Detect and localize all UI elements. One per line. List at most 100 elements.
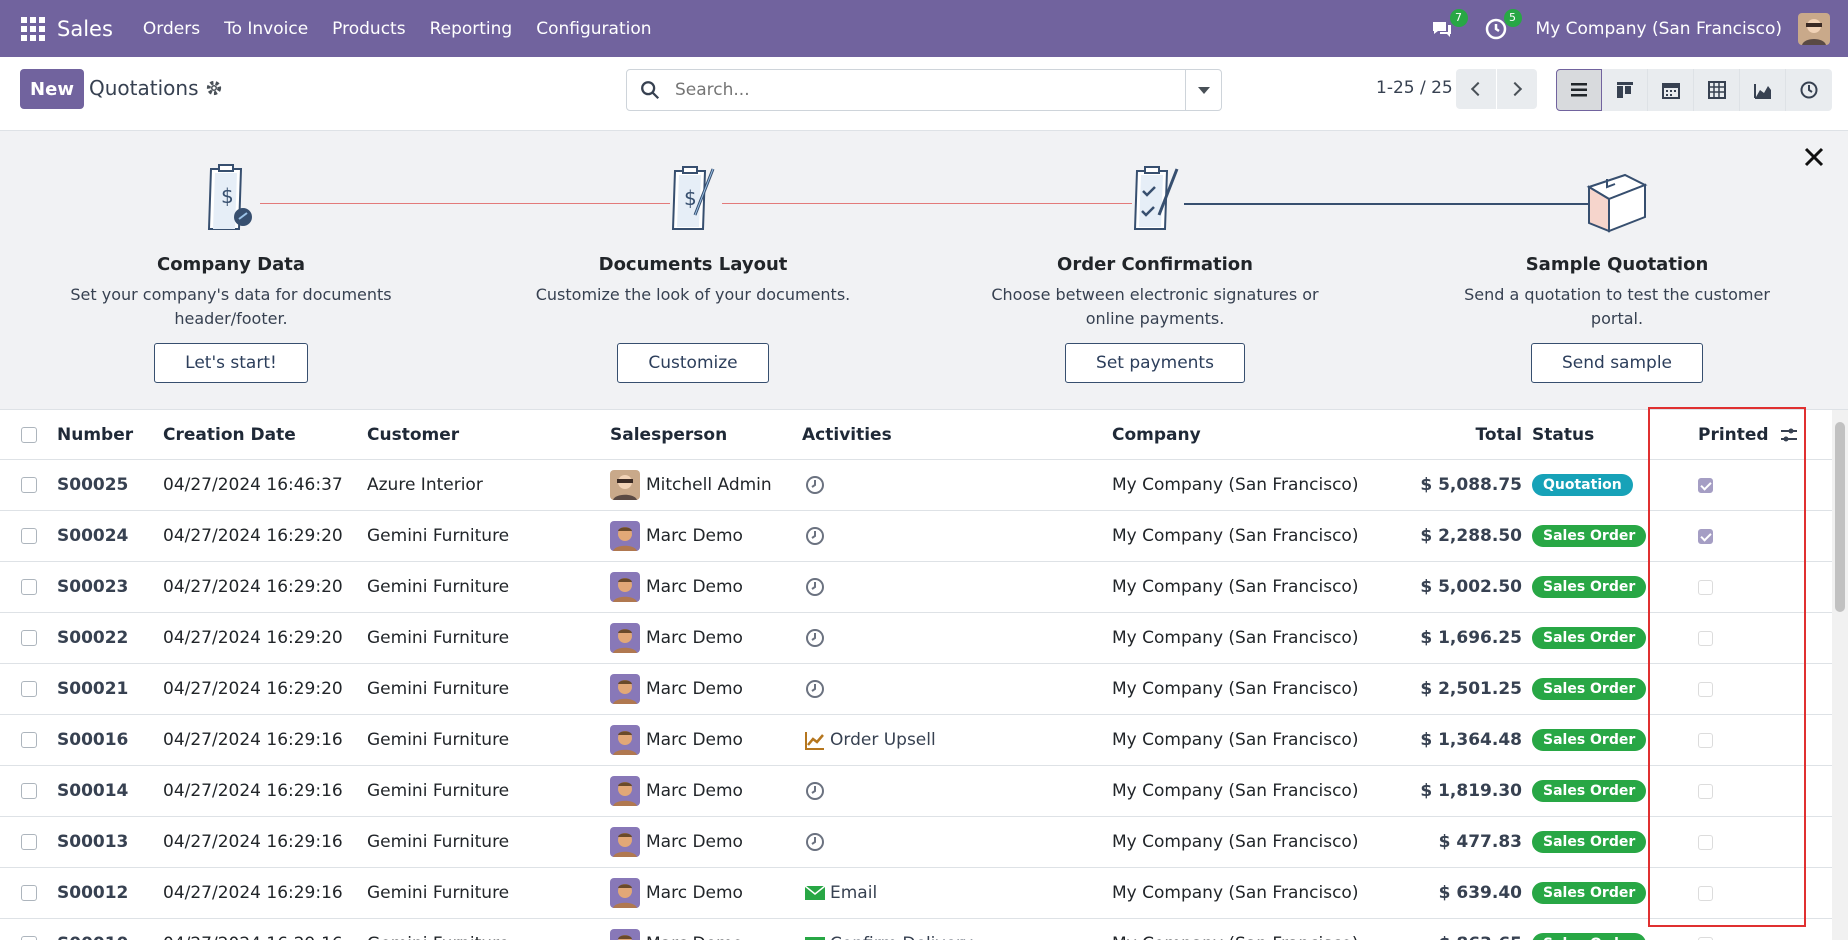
scrollbar-thumb[interactable] [1835,422,1845,612]
graph-view-button[interactable] [1740,69,1786,111]
table-row[interactable]: S00024 04/27/2024 16:29:20 Gemini Furnitur… [0,511,1832,562]
salesperson-avatar[interactable] [610,827,640,857]
vertical-scrollbar[interactable] [1832,410,1848,940]
clock-icon[interactable] [804,678,826,700]
table-row[interactable]: S00016 04/27/2024 16:29:16 Gemini Furnitur… [0,715,1832,766]
column-header-printed[interactable]: Printed [1698,424,1769,445]
status-badge: Quotation [1532,474,1633,496]
customer-name: Gemini Furniture [367,919,509,940]
email-icon[interactable] [804,882,826,904]
pivot-view-button[interactable] [1694,69,1740,111]
column-header-total[interactable]: Total [1475,424,1522,445]
step-title: Company Data [156,254,306,275]
upsell-chart-icon[interactable] [804,729,826,751]
column-header-customer[interactable]: Customer [367,424,460,445]
clock-icon[interactable] [804,474,826,496]
new-button[interactable]: New [20,69,84,109]
printed-checkbox[interactable] [1698,732,1713,748]
printed-checkbox[interactable] [1698,783,1713,799]
clock-icon[interactable] [804,525,826,547]
printed-checkbox[interactable] [1698,528,1713,544]
column-header-salesperson[interactable]: Salesperson [610,424,728,445]
menu-to-invoice[interactable]: To Invoice [224,18,309,39]
table-row[interactable]: S00014 04/27/2024 16:29:16 Gemini Furnitur… [0,766,1832,817]
printed-checkbox[interactable] [1698,834,1713,850]
printed-checkbox[interactable] [1698,579,1713,595]
select-all-checkbox[interactable] [21,426,37,443]
printed-checkbox[interactable] [1698,477,1713,493]
row-select-checkbox[interactable] [21,681,37,697]
messages-button[interactable]: 7 [1428,8,1468,43]
apps-menu-icon[interactable] [21,16,45,41]
column-header-company[interactable]: Company [1112,424,1201,445]
row-select-checkbox[interactable] [21,885,37,901]
optional-columns-toggle-icon[interactable] [1780,426,1798,444]
activities-button[interactable]: 5 [1482,8,1522,43]
row-select-checkbox[interactable] [21,477,37,493]
column-header-creation-date[interactable]: Creation Date [163,424,296,445]
kanban-view-button[interactable] [1602,69,1648,111]
table-row[interactable]: S00010 04/27/2024 16:29:16 Gemini Furnitur… [0,919,1832,940]
pager-previous-button[interactable] [1456,69,1496,109]
search-options-toggle[interactable] [1185,70,1221,110]
menu-configuration[interactable]: Configuration [536,18,652,39]
activity-label: Order Upsell [830,730,936,750]
pager-value[interactable]: 1-25 / 25 [1376,78,1453,98]
list-view-button[interactable] [1556,69,1602,111]
row-select-checkbox[interactable] [21,630,37,646]
set-payments-button[interactable]: Set payments [1065,343,1245,383]
row-select-checkbox[interactable] [21,579,37,595]
salesperson-avatar[interactable] [610,572,640,602]
app-brand[interactable]: Sales [57,16,113,41]
printed-checkbox[interactable] [1698,936,1713,940]
menu-products[interactable]: Products [332,18,406,39]
salesperson-avatar[interactable] [610,929,640,940]
clock-icon[interactable] [804,831,826,853]
creation-date: 04/27/2024 16:29:20 [163,577,343,597]
user-avatar[interactable] [1798,12,1830,45]
gear-icon[interactable] [205,79,223,97]
row-select-checkbox[interactable] [21,936,37,940]
status-badge: Sales Order [1532,576,1647,598]
table-row[interactable]: S00022 04/27/2024 16:29:20 Gemini Furnitur… [0,613,1832,664]
menu-orders[interactable]: Orders [142,18,201,39]
search-input[interactable] [675,80,1155,100]
printed-checkbox[interactable] [1698,681,1713,697]
column-header-activities[interactable]: Activities [802,424,892,445]
calendar-view-button[interactable] [1648,69,1694,111]
table-row[interactable]: S00013 04/27/2024 16:29:16 Gemini Furnitur… [0,817,1832,868]
company-switcher[interactable]: My Company (San Francisco) [1535,18,1782,39]
salesperson-avatar[interactable] [610,674,640,704]
pager-next-button[interactable] [1497,69,1537,109]
clock-icon[interactable] [804,780,826,802]
printed-checkbox[interactable] [1698,630,1713,646]
customize-button[interactable]: Customize [617,343,769,383]
close-icon[interactable] [1802,145,1826,169]
clock-icon[interactable] [804,576,826,598]
activity-view-button[interactable] [1786,69,1832,111]
delivery-icon[interactable] [804,933,826,940]
send-sample-button[interactable]: Send sample [1530,343,1704,383]
salesperson-avatar[interactable] [610,521,640,551]
salesperson-avatar[interactable] [610,623,640,653]
table-row[interactable]: S00025 04/27/2024 16:46:37 Azure Interior M… [0,460,1832,511]
row-select-checkbox[interactable] [21,834,37,850]
clock-icon[interactable] [804,627,826,649]
clock-icon [1485,18,1506,39]
company-name: My Company (San Francisco) [1112,577,1359,597]
row-select-checkbox[interactable] [21,783,37,799]
salesperson-avatar[interactable] [610,470,640,500]
menu-reporting[interactable]: Reporting [429,18,513,39]
table-row[interactable]: S00023 04/27/2024 16:29:20 Gemini Furnitur… [0,562,1832,613]
printed-checkbox[interactable] [1698,885,1713,901]
salesperson-avatar[interactable] [610,776,640,806]
salesperson-avatar[interactable] [610,725,640,755]
column-header-number[interactable]: Number [57,424,134,445]
column-header-status[interactable]: Status [1532,424,1595,445]
table-row[interactable]: S00012 04/27/2024 16:29:16 Gemini Furnitur… [0,868,1832,919]
salesperson-avatar[interactable] [610,878,640,908]
lets-start-button[interactable]: Let's start! [154,343,308,383]
row-select-checkbox[interactable] [21,528,37,544]
table-row[interactable]: S00021 04/27/2024 16:29:20 Gemini Furnitur… [0,664,1832,715]
row-select-checkbox[interactable] [21,732,37,748]
